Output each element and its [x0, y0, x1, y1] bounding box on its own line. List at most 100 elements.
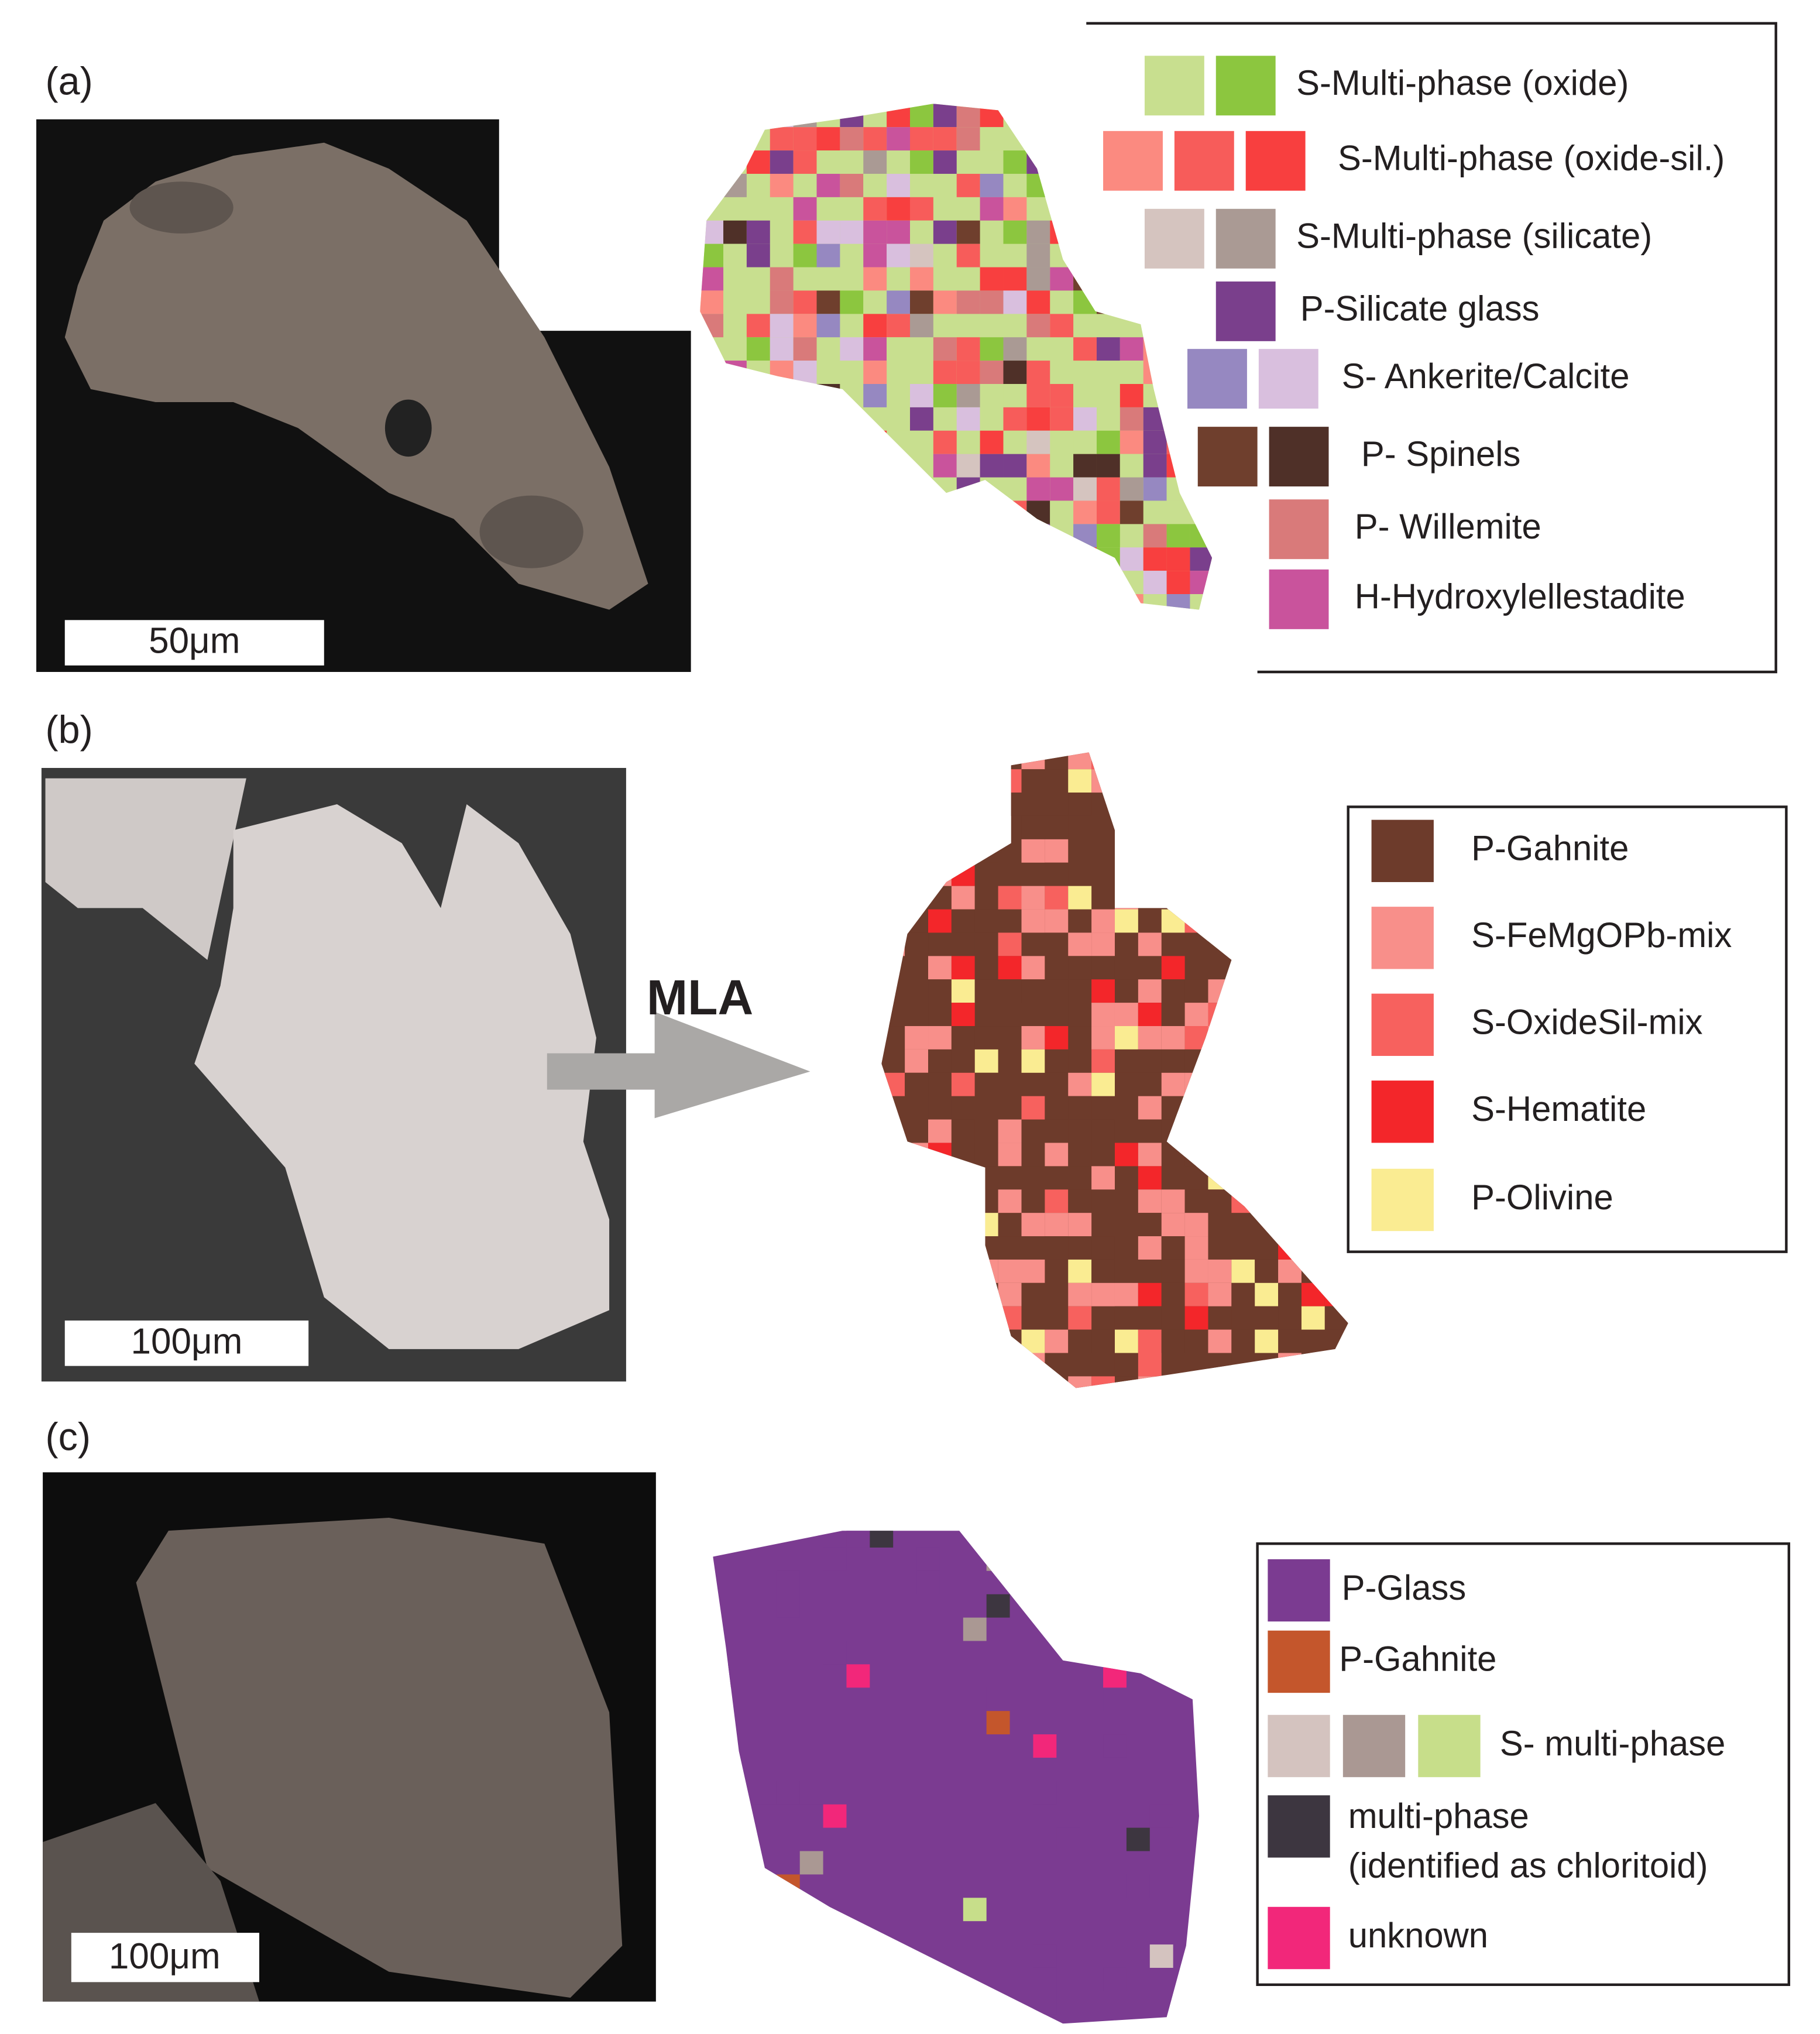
map-cell [928, 752, 952, 770]
map-cell [910, 500, 933, 524]
legend-swatch [1258, 349, 1318, 409]
map-cell [916, 2014, 940, 2024]
map-cell [1213, 594, 1237, 618]
map-cell [1161, 1072, 1185, 1096]
map-cell [1056, 1594, 1080, 1618]
map-cell [746, 407, 770, 431]
map-cell [1208, 1329, 1232, 1353]
map-cell [1138, 793, 1162, 816]
map-cell [1278, 1189, 1302, 1213]
map-cell [1208, 1049, 1232, 1073]
map-cell [1161, 1329, 1185, 1353]
legend-label: S- Ankerite/Calcite [1342, 356, 1630, 396]
map-cell [905, 1282, 929, 1306]
map-cell [863, 220, 887, 244]
map-cell [956, 361, 980, 384]
map-cell [980, 197, 1004, 221]
map-cell [928, 1259, 952, 1283]
map-cell [1021, 1259, 1045, 1283]
map-cell [956, 173, 980, 197]
map-cell [1073, 104, 1097, 128]
map-cell [1301, 956, 1325, 980]
map-cell [863, 314, 887, 338]
map-cell [933, 127, 957, 151]
map-cell [1138, 1143, 1162, 1167]
map-cell [817, 618, 840, 641]
map-cell [881, 862, 905, 886]
map-cell [974, 1143, 998, 1167]
map-cell [863, 477, 887, 501]
map-cell [1068, 932, 1092, 956]
map-cell [887, 337, 910, 361]
map-cell [1184, 1026, 1208, 1049]
map-cell [1190, 547, 1213, 571]
map-cell [998, 932, 1022, 956]
map-cell [956, 454, 980, 478]
map-cell [1068, 1376, 1092, 1388]
map-cell [1050, 383, 1074, 407]
map-cell [1348, 932, 1372, 956]
map-cell [1184, 979, 1208, 1003]
map-cell [1166, 477, 1190, 501]
map-cell [1208, 886, 1232, 910]
map-cell [1026, 220, 1050, 244]
map-cell [980, 594, 1004, 610]
map-cell [1161, 1236, 1185, 1260]
map-cell [980, 267, 1004, 291]
map-cell [1045, 1096, 1069, 1120]
map-cell [1068, 769, 1092, 793]
map-cell [928, 1026, 952, 1049]
map-cell [905, 1213, 929, 1237]
map-cell [1026, 150, 1050, 174]
map-cell [881, 979, 905, 1003]
map-cell [816, 477, 840, 501]
map-cell [840, 127, 864, 151]
map-cell [956, 337, 980, 361]
map-cell [887, 243, 910, 267]
map-cell [1073, 407, 1097, 431]
map-cell [793, 314, 817, 338]
map-cell [933, 104, 957, 128]
map-cell [863, 243, 887, 267]
map-cell [951, 909, 975, 933]
map-cell [1161, 815, 1185, 839]
map-cell [928, 1096, 952, 1120]
map-cell [1120, 243, 1143, 267]
map-cell [1103, 1967, 1127, 1991]
map-cell [1324, 769, 1348, 793]
map-cell [998, 886, 1022, 910]
map-cell [1068, 1282, 1092, 1306]
map-cell [840, 104, 864, 128]
map-cell [1045, 909, 1069, 933]
map-cell [776, 1944, 800, 1968]
map-cell [770, 500, 794, 524]
map-cell [793, 197, 817, 221]
map-cell [723, 477, 747, 501]
map-cell [1073, 383, 1097, 407]
map-cell [1003, 594, 1027, 610]
map-cell [840, 337, 864, 361]
map-cell [956, 290, 980, 314]
map-cell [863, 430, 887, 454]
map-cell [770, 594, 794, 610]
map-cell [1073, 571, 1097, 595]
map-cell [1184, 1376, 1208, 1388]
legend-swatch [1418, 1714, 1481, 1778]
map-cell [1184, 1119, 1208, 1143]
map-cell [1184, 1003, 1208, 1027]
map-cell [998, 1329, 1022, 1353]
map-cell [1324, 1026, 1348, 1049]
map-cell [863, 267, 887, 291]
map-cell [1278, 956, 1302, 980]
legend-swatch [1371, 1168, 1434, 1232]
map-cell [928, 839, 952, 863]
map-cell [746, 547, 770, 571]
map-cell [846, 1664, 870, 1688]
map-cell [823, 1641, 847, 1665]
map-cell [1120, 454, 1143, 478]
map-cell [974, 1329, 998, 1353]
map-cell [1073, 243, 1097, 267]
map-cell [986, 1711, 1010, 1735]
map-cell [910, 430, 933, 454]
map-cell [1103, 1664, 1127, 1688]
